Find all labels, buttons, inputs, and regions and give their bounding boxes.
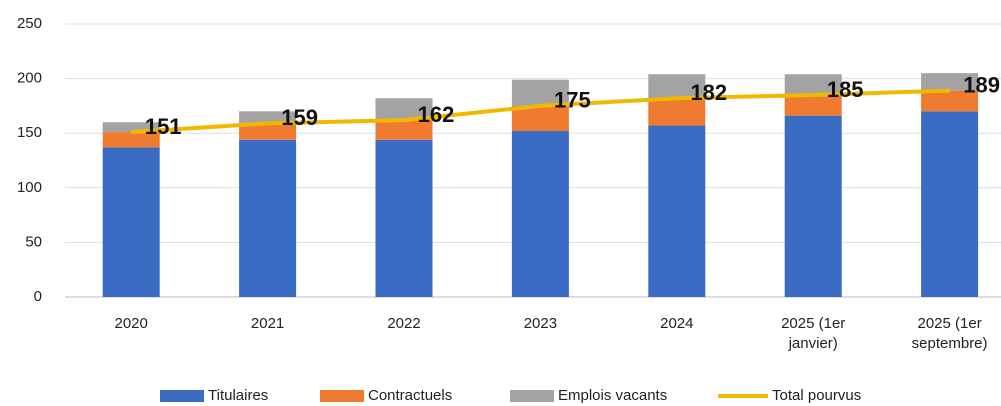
data-label: 189 (963, 72, 1000, 97)
bar-segment (102, 122, 160, 133)
x-tick-label: 2021 (250, 315, 285, 332)
bar-segment (239, 123, 297, 140)
x-tick-label: 2023 (523, 315, 558, 332)
data-label: 159 (281, 105, 318, 130)
bar-segment (102, 132, 160, 148)
legend-label: Emplois vacants (558, 387, 667, 404)
bar-segment (511, 131, 569, 297)
bar-segment (784, 94, 842, 116)
y-tick-label: 0 (34, 288, 42, 305)
bar-segment (921, 73, 979, 91)
bar-segment (648, 74, 706, 99)
bar-segment (375, 139, 433, 297)
bar-segment (648, 98, 706, 126)
data-label: 185 (827, 77, 864, 102)
bar-segment (375, 120, 433, 140)
bar-segment (511, 79, 569, 106)
bar-segment (239, 111, 297, 124)
bar-segment (921, 90, 979, 112)
bar-segment (784, 115, 842, 297)
legend-label: Contractuels (368, 387, 452, 404)
legend-swatch (160, 390, 204, 402)
bar-segment (921, 111, 979, 297)
line (131, 88, 950, 135)
y-tick-label: 200 (17, 70, 42, 87)
legend-swatch (320, 390, 364, 402)
y-tick-label: 150 (17, 124, 42, 141)
x-tick-label: 2025 (1er janvier) (781, 315, 846, 352)
legend-swatch (510, 390, 554, 402)
legend-label: Total pourvus (772, 387, 861, 404)
bar-segment (375, 98, 433, 121)
bar-segment (102, 147, 160, 297)
data-label: 162 (418, 102, 455, 127)
x-tick-label: 2022 (387, 315, 421, 332)
data-label: 182 (690, 80, 727, 105)
bar-segment (239, 139, 297, 297)
y-tick-label: 100 (17, 179, 42, 196)
y-tick-label: 50 (25, 233, 42, 250)
bar-segment (511, 105, 569, 132)
data-label: 151 (145, 114, 182, 139)
y-tick-label: 250 (17, 15, 42, 32)
legend-label: Titulaires (208, 387, 268, 404)
x-tick-label: 2024 (660, 315, 694, 332)
x-tick-label: 2020 (114, 315, 148, 332)
x-tick-label: 2025 (1er septembre) (911, 315, 988, 352)
bar-segment (784, 74, 842, 95)
data-label: 175 (554, 88, 591, 113)
bar-segment (648, 125, 706, 297)
